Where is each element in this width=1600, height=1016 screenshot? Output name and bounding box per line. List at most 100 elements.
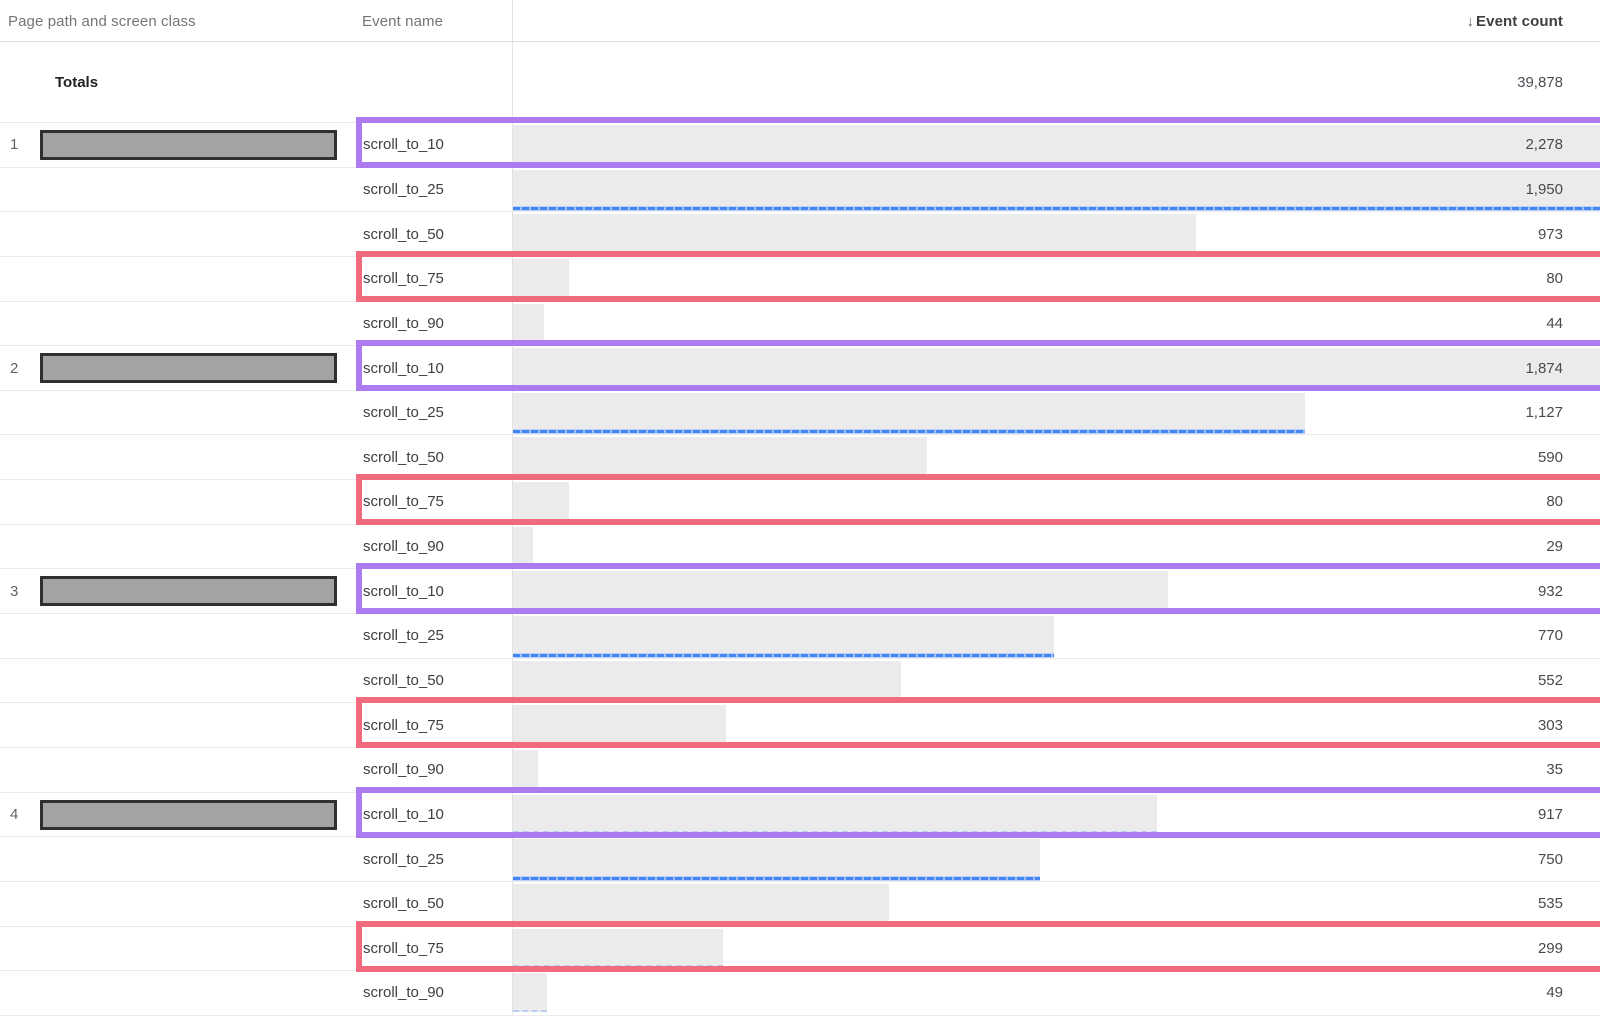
event-count-bar <box>513 169 1600 209</box>
redacted-page-path <box>40 799 337 830</box>
table-row: 1 scroll_to_10 2,278 <box>0 117 1600 168</box>
table-row: scroll_to_75 303 <box>0 697 1600 749</box>
event-name-cell[interactable]: scroll_to_75 <box>363 493 444 511</box>
event-name-cell[interactable]: scroll_to_10 <box>363 136 444 154</box>
event-name-cell[interactable]: scroll_to_50 <box>363 225 444 243</box>
event-name-cell[interactable]: scroll_to_75 <box>363 716 444 734</box>
table-row: scroll_to_25 1,950 <box>0 168 1600 213</box>
event-count-bar <box>513 883 889 923</box>
event-count-value: 1,950 <box>1525 180 1563 198</box>
column-header-event-name[interactable]: Event name <box>362 12 444 30</box>
table-row: scroll_to_50 973 <box>0 212 1600 257</box>
event-count-value: 35 <box>1546 761 1563 779</box>
row-number: 1 <box>10 136 19 154</box>
event-name-cell[interactable]: scroll_to_25 <box>363 627 444 645</box>
table-row: scroll_to_50 552 <box>0 659 1600 704</box>
event-name-cell[interactable]: scroll_to_50 <box>363 672 444 689</box>
column-header-event-count-label: Event count <box>1476 12 1563 30</box>
event-count-value: 49 <box>1546 984 1563 1002</box>
event-count-bar <box>513 749 538 789</box>
event-count-value: 750 <box>1537 850 1563 868</box>
event-count-bar <box>513 258 570 298</box>
event-count-value: 535 <box>1537 895 1563 913</box>
table-row: scroll_to_50 590 <box>0 435 1600 481</box>
event-count-value: 80 <box>1546 270 1563 288</box>
event-count-bar <box>513 660 901 700</box>
table-row: scroll_to_25 1,127 <box>0 391 1600 436</box>
totals-event-count: 39,878 <box>1517 73 1563 91</box>
totals-row: Totals 39,878 <box>0 42 1600 123</box>
comparison-line <box>513 206 1600 212</box>
event-name-cell[interactable]: scroll_to_90 <box>363 538 444 556</box>
event-count-value: 29 <box>1546 538 1563 556</box>
table-row: 3 scroll_to_10 932 <box>0 563 1600 615</box>
table-row: scroll_to_90 29 <box>0 525 1600 570</box>
table-row: scroll_to_90 35 <box>0 748 1600 793</box>
event-count-bar <box>513 973 548 1012</box>
event-count-bar <box>513 526 534 566</box>
event-count-bar <box>513 214 1197 253</box>
table-row: scroll_to_25 770 <box>0 614 1600 659</box>
table-body: 1 scroll_to_10 2,278 scroll_to_25 1,950 scrol… <box>0 117 1600 1016</box>
redacted-page-path <box>40 130 337 160</box>
event-count-value: 2,278 <box>1525 136 1563 154</box>
event-count-bar <box>513 616 1054 655</box>
event-count-bar <box>513 437 928 477</box>
event-count-bar <box>513 928 723 968</box>
event-name-cell[interactable]: scroll_to_50 <box>363 448 444 466</box>
event-count-bar <box>513 482 570 521</box>
event-count-value: 299 <box>1537 939 1563 957</box>
event-count-bar <box>513 839 1040 878</box>
event-name-cell[interactable]: scroll_to_90 <box>363 314 444 332</box>
table-row: 4 scroll_to_10 917 <box>0 786 1600 838</box>
row-number: 4 <box>10 805 19 823</box>
event-name-cell[interactable]: scroll_to_10 <box>363 359 444 377</box>
table-row: scroll_to_75 80 <box>0 474 1600 526</box>
event-name-cell[interactable]: scroll_to_25 <box>363 180 444 198</box>
event-name-cell[interactable]: scroll_to_75 <box>363 939 444 957</box>
event-name-cell[interactable]: scroll_to_90 <box>363 984 444 1002</box>
row-number: 3 <box>10 582 19 600</box>
comparison-line <box>513 429 1305 435</box>
totals-label: Totals <box>55 73 99 91</box>
table-header: Page path and screen class Event name ↓ … <box>0 0 1600 42</box>
event-count-bar <box>513 794 1158 834</box>
event-count-value: 552 <box>1537 672 1563 689</box>
event-count-value: 303 <box>1537 716 1563 734</box>
redacted-page-path <box>40 576 337 607</box>
event-count-value: 590 <box>1537 448 1563 466</box>
table-row: scroll_to_50 535 <box>0 882 1600 927</box>
table-row: 2 scroll_to_10 1,874 <box>0 340 1600 392</box>
column-separator <box>512 0 513 1016</box>
event-count-value: 44 <box>1546 314 1563 332</box>
table-row: scroll_to_90 44 <box>0 302 1600 347</box>
event-name-cell[interactable]: scroll_to_25 <box>363 404 444 422</box>
comparison-line <box>513 652 1054 658</box>
table-row: scroll_to_25 750 <box>0 837 1600 882</box>
event-name-cell[interactable]: scroll_to_75 <box>363 270 444 288</box>
event-count-bar <box>513 303 544 343</box>
event-count-bar <box>513 392 1305 432</box>
event-name-cell[interactable]: scroll_to_25 <box>363 850 444 868</box>
comparison-line <box>513 875 1040 881</box>
event-name-cell[interactable]: scroll_to_10 <box>363 805 444 823</box>
event-count-bar <box>513 125 1600 164</box>
event-count-value: 80 <box>1546 493 1563 511</box>
event-count-value: 1,874 <box>1525 359 1563 377</box>
event-name-cell[interactable]: scroll_to_10 <box>363 582 444 600</box>
sort-descending-icon: ↓ <box>1466 12 1475 30</box>
event-count-value: 932 <box>1537 582 1563 600</box>
column-header-event-count[interactable]: ↓ Event count <box>1466 0 1563 42</box>
event-count-value: 917 <box>1537 805 1563 823</box>
event-count-value: 1,127 <box>1525 404 1563 422</box>
event-name-cell[interactable]: scroll_to_90 <box>363 761 444 779</box>
table-row: scroll_to_90 49 <box>0 971 1600 1016</box>
table-row: scroll_to_75 299 <box>0 920 1600 972</box>
table-row: scroll_to_75 80 <box>0 250 1600 302</box>
event-count-value: 770 <box>1537 627 1563 645</box>
event-count-bar <box>513 571 1168 611</box>
row-number: 2 <box>10 359 19 377</box>
event-name-cell[interactable]: scroll_to_50 <box>363 895 444 913</box>
column-header-page-path[interactable]: Page path and screen class <box>8 12 196 30</box>
